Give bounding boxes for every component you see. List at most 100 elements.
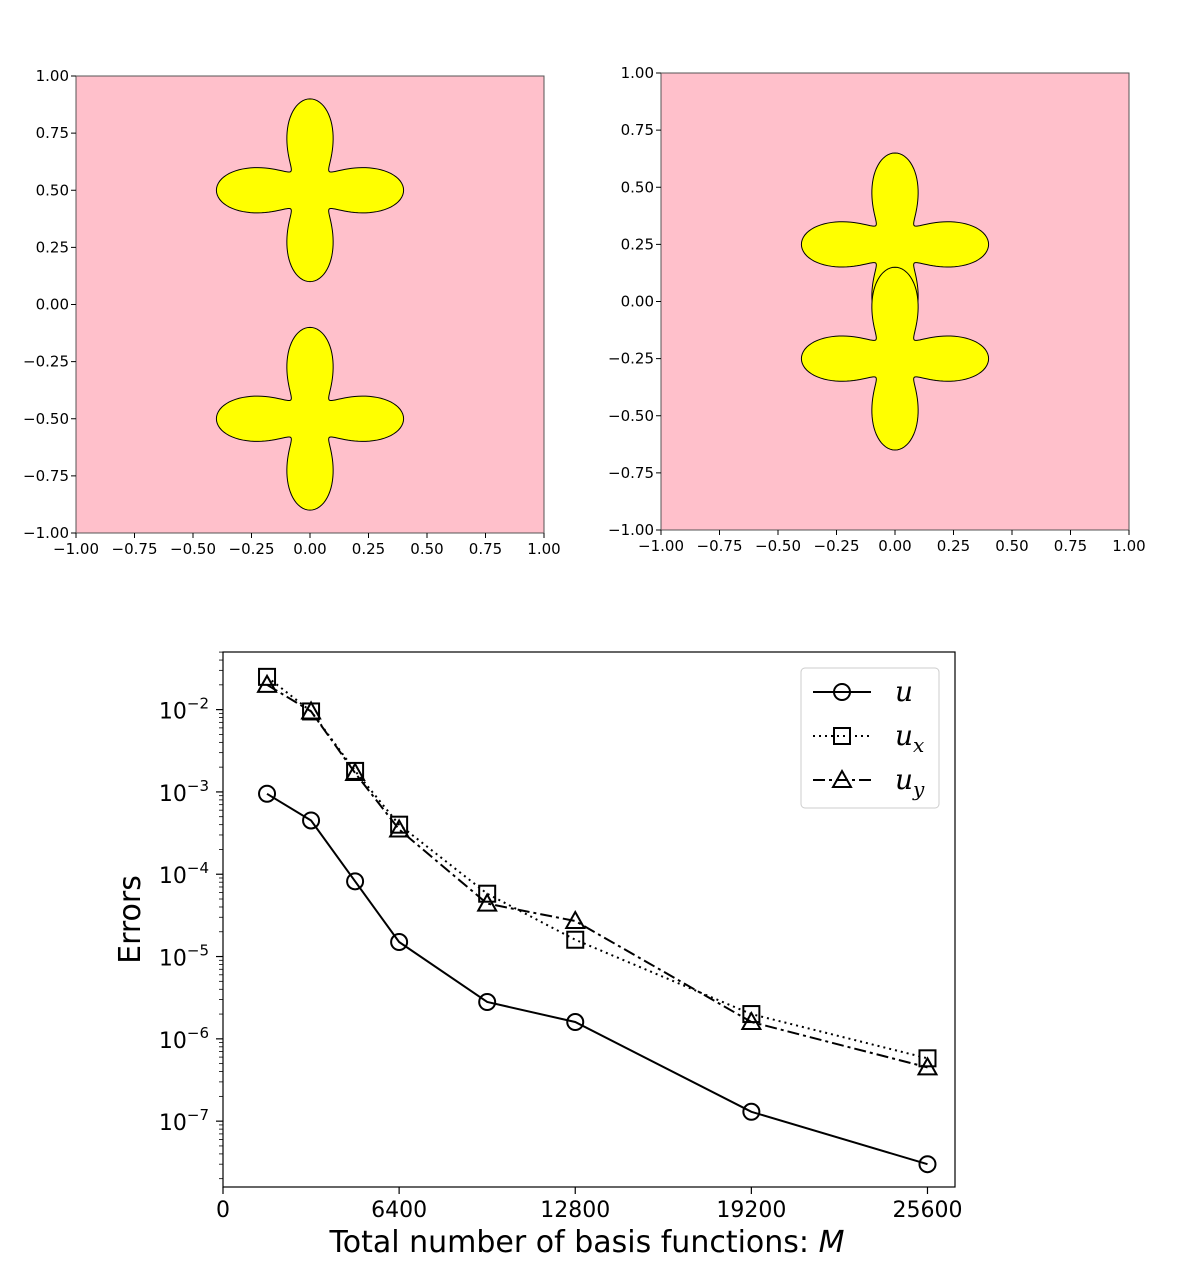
x-tick-label: 0.00 [878,537,911,555]
data-point [390,815,409,834]
x-tick-label: 0.50 [410,540,443,558]
y-tick-label: 10−6 [159,1024,209,1054]
data-point [916,1056,939,1076]
legend-label-subscript: y [912,777,925,801]
y-tick-label: −0.75 [23,467,69,485]
legend-marker [831,768,853,788]
region-shape-2 [800,266,990,451]
legend-label-subscript: x [913,733,924,757]
y-tick-exponent: −7 [187,1106,209,1124]
x-axis-label-text: Total number of basis functions: [329,1225,819,1260]
data-point [742,1102,761,1121]
region-shape-1 [800,152,990,337]
y-tick-exponent: −6 [187,1024,209,1042]
x-tick-label: 0.25 [352,540,385,558]
region-shape-1 [215,98,405,283]
legend-label: ux [895,719,924,757]
error-convergence-chart: 0 6400 12800 19200 2560010−210−310−410−510−6… [113,651,962,1260]
legend-label: uy [895,763,925,801]
y-tick-label: 10−5 [159,942,209,972]
x-tick-label: 1.00 [1112,537,1145,555]
y-tick-exponent: −5 [187,942,209,960]
y-tick-label: 0.00 [621,293,654,311]
y-tick-label: 0.25 [621,235,654,253]
x-tick-label: 0.75 [1054,537,1087,555]
y-tick-label: 10−7 [159,1106,209,1136]
y-tick-label: −0.50 [23,410,69,428]
data-point [566,1013,585,1032]
y-tick-base: 10 [159,947,187,972]
data-point [388,818,410,838]
series-line [266,792,928,1166]
y-tick-base: 10 [159,700,187,725]
y-tick-base: 10 [159,864,187,889]
y-tick-label: 1.00 [621,64,654,82]
x-tick-label: 25600 [892,1198,962,1223]
y-tick-label: 0.75 [36,124,69,142]
x-tick-label: 0.50 [995,537,1028,555]
x-tick-label: 12800 [540,1198,610,1223]
y-tick-label: −1.00 [608,521,654,539]
x-axis-label: Total number of basis functions: M [329,1225,845,1260]
data-point [478,993,497,1012]
x-tick-label: −1.00 [53,540,99,558]
legend-label-base: u [895,763,913,796]
y-tick-label: −0.75 [608,464,654,482]
y-tick-label: −0.25 [608,350,654,368]
x-tick-label: −0.25 [229,540,275,558]
right-contour-panel: −1.00−1.00 −0.75 −0.75 −0.50 −0.50 −0.25 −0.25… [608,64,1146,555]
series-u-y [256,673,939,1076]
y-tick-label: 0.50 [621,178,654,196]
data-point [918,1049,937,1068]
x-tick-label: 0.75 [469,540,502,558]
x-tick-label: −0.75 [697,537,743,555]
data-point [258,784,277,803]
x-tick-label: 0.00 [293,540,326,558]
left-contour-panel: −1.00−1.00 −0.75 −0.75 −0.50 −0.50 −0.25 −0.25… [23,67,561,558]
x-tick-label: 6400 [371,1198,427,1223]
legend-frame [800,667,940,809]
x-tick-label: 1.00 [527,540,560,558]
x-tick-label: −1.00 [638,537,684,555]
y-tick-label: 10−4 [159,859,209,889]
y-tick-label: 10−3 [159,777,209,807]
data-point [740,1011,763,1031]
y-tick-base: 10 [159,1029,187,1054]
x-tick-label: −0.50 [755,537,801,555]
y-tick-label: 1.00 [36,67,69,85]
y-tick-label: 0.50 [36,181,69,199]
x-tick-label: 19200 [716,1198,786,1223]
series-line [266,683,928,1069]
x-tick-label: −0.75 [112,540,158,558]
y-axis-label: Errors [113,875,148,964]
x-tick-label: −0.50 [170,540,216,558]
x-tick-label: 0 [216,1198,230,1223]
data-point [918,1155,937,1174]
data-point [390,933,409,952]
y-tick-label: 0.75 [621,121,654,139]
data-point [302,811,321,830]
legend-marker [833,683,851,701]
legend-marker [833,727,851,745]
legend-label-base: u [895,719,913,752]
y-tick-exponent: −2 [187,695,209,713]
series-line [266,676,928,1060]
legend-label-base: u [895,675,913,708]
data-point [256,673,278,693]
y-tick-label: −0.50 [608,407,654,425]
data-point [476,892,498,912]
data-point [478,884,497,903]
series-u [258,784,937,1174]
y-tick-label: 10−2 [159,695,209,725]
data-point [566,930,585,949]
x-axis-label-variable: M [819,1225,845,1260]
data-point [344,761,366,781]
y-tick-exponent: −4 [187,859,209,877]
x-tick-label: −0.25 [814,537,860,555]
y-tick-label: −1.00 [23,524,69,542]
y-tick-base: 10 [159,782,187,807]
legend-label: u [895,675,913,708]
y-tick-base: 10 [159,1111,187,1136]
